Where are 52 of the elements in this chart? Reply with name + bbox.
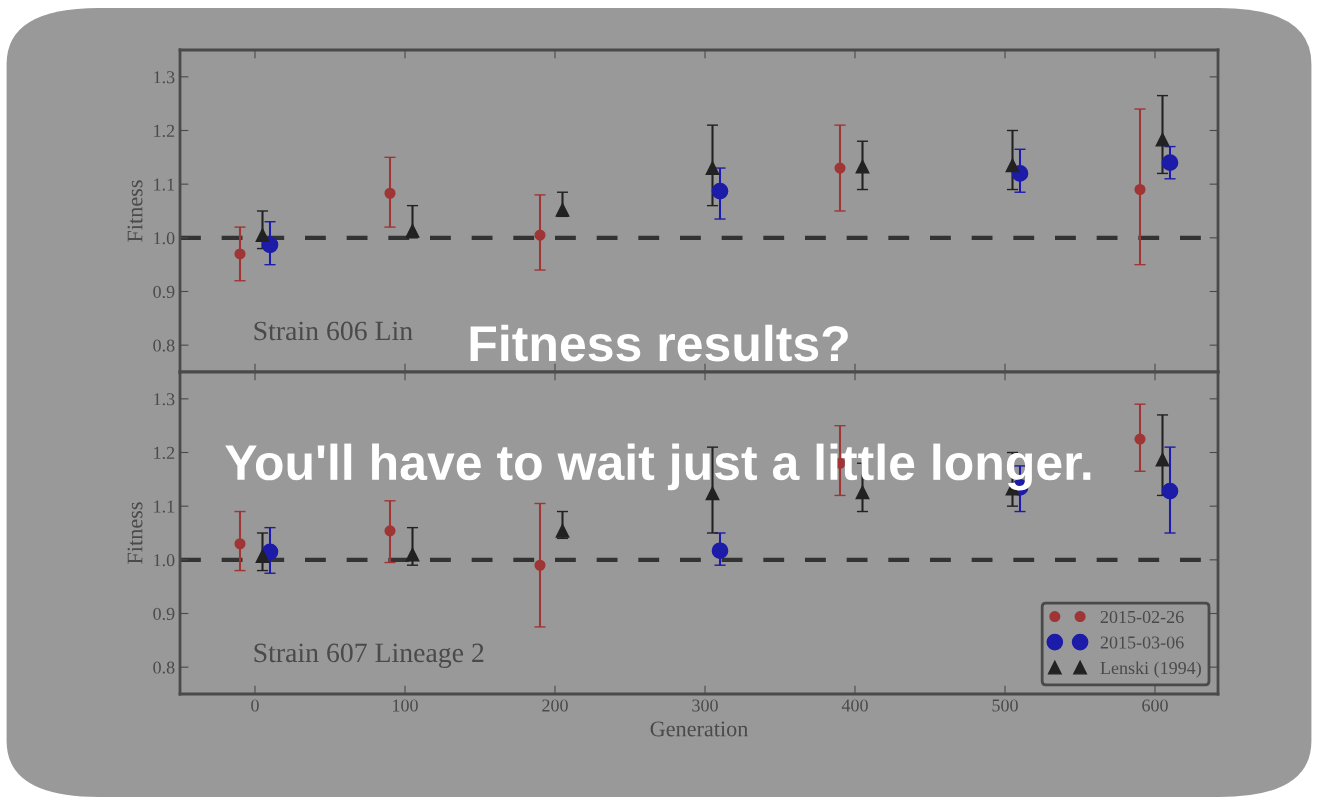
x-tick-label: 400 [841,699,868,712]
x-tick-label: 200 [542,699,568,712]
y-tick-label: 1.0 [154,554,175,567]
annotation: Strain 607 Lineage 2 [254,643,484,668]
point [711,182,729,200]
point [255,228,270,243]
point [555,202,570,217]
y-tick-label: 1.2 [154,446,175,460]
y-tick-label: 0.9 [153,285,175,299]
annotation: Strain 606 Lin [254,321,413,341]
y-tick-label: 0.8 [153,661,175,674]
y-tick-label: 1.1 [154,500,175,513]
point [405,223,420,238]
x-axis-title: Generation [650,721,749,737]
y-tick-label: 1.3 [154,71,175,84]
point [1161,154,1179,172]
y-axis-title: Fitness [127,502,143,564]
point [234,248,246,260]
legend-label: Lenski (1994) [1100,661,1201,678]
point [234,538,246,550]
point [405,547,420,562]
y-tick-label: 0.9 [153,607,175,621]
y-tick-label: 1.2 [154,124,175,138]
legend-label: 2015-03-06 [1100,636,1184,649]
y-tick-label: 1.0 [154,232,175,245]
point [1134,433,1146,445]
point [1005,158,1020,173]
point [855,159,870,174]
y-tick-label: 0.8 [153,339,175,352]
point [1134,183,1146,196]
x-tick-label: 300 [692,699,718,712]
point [705,161,720,176]
point [384,525,396,537]
y-tick-label: 1.3 [154,393,175,406]
legend-label: 2015-02-26 [1100,610,1184,624]
point [1161,482,1179,500]
point [1155,132,1170,147]
x-tick-label: 0 [251,699,259,712]
point [555,523,570,538]
point [1155,452,1170,467]
point [384,187,396,199]
point [534,559,546,571]
annotation: Fitness results? [470,324,848,362]
y-tick-label: 1.1 [154,178,175,191]
x-tick-label: 500 [992,699,1018,712]
point [534,229,546,241]
point [711,542,729,560]
y-axis-title: Fitness [127,180,143,242]
point [834,162,846,174]
x-tick-label: 600 [1142,699,1168,712]
point [255,549,270,564]
x-tick-label: 100 [393,699,418,712]
